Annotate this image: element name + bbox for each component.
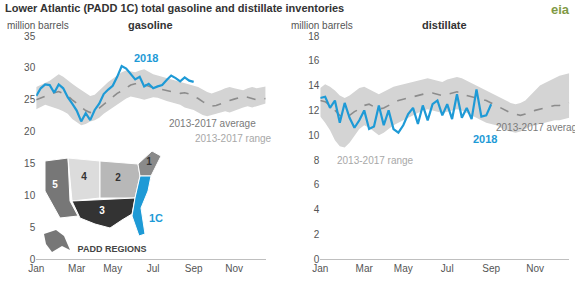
svg-text:2: 2 [115, 172, 121, 183]
svg-text:10: 10 [308, 130, 320, 141]
svg-text:25: 25 [24, 94, 36, 105]
svg-text:30: 30 [24, 62, 36, 73]
svg-text:4: 4 [314, 204, 320, 215]
svg-text:35: 35 [24, 31, 36, 42]
svg-text:PADD REGIONS: PADD REGIONS [78, 244, 147, 254]
svg-text:2013-2017 average: 2013-2017 average [169, 118, 256, 129]
svg-text:gasoline: gasoline [128, 19, 173, 31]
svg-text:distillate: distillate [422, 19, 467, 31]
svg-text:1: 1 [146, 156, 152, 167]
svg-text:2013-2017 average: 2013-2017 average [496, 122, 575, 133]
svg-text:May: May [103, 263, 122, 274]
svg-text:12: 12 [308, 105, 320, 116]
svg-text:15: 15 [24, 158, 36, 169]
svg-text:5: 5 [52, 179, 58, 190]
svg-text:14: 14 [308, 80, 320, 91]
svg-text:Mar: Mar [68, 263, 86, 274]
svg-text:May: May [394, 263, 413, 274]
svg-text:6: 6 [314, 179, 320, 190]
svg-text:18: 18 [308, 31, 320, 42]
svg-text:1C: 1C [149, 212, 163, 224]
svg-text:million barrels: million barrels [291, 20, 353, 31]
svg-text:Jan: Jan [28, 263, 44, 274]
svg-text:5: 5 [30, 222, 36, 233]
svg-text:20: 20 [24, 126, 36, 137]
svg-text:2018: 2018 [134, 52, 158, 64]
svg-text:Sep: Sep [185, 263, 203, 274]
svg-text:Jul: Jul [441, 263, 454, 274]
svg-text:2013-2017 range: 2013-2017 range [195, 133, 272, 144]
svg-text:0: 0 [314, 254, 320, 265]
svg-text:Mar: Mar [356, 263, 374, 274]
svg-text:2: 2 [314, 229, 320, 240]
svg-text:Sep: Sep [482, 263, 500, 274]
svg-text:Jul: Jul [147, 263, 160, 274]
svg-text:Nov: Nov [526, 263, 544, 274]
svg-text:Nov: Nov [225, 263, 243, 274]
svg-text:2013-2017 range: 2013-2017 range [337, 155, 414, 166]
svg-text:Lower Atlantic (PADD 1C) total: Lower Atlantic (PADD 1C) total gasoline … [5, 2, 344, 14]
svg-text:4: 4 [81, 171, 87, 182]
svg-text:10: 10 [24, 190, 36, 201]
svg-text:million barrels: million barrels [7, 20, 69, 31]
svg-text:Jan: Jan [312, 263, 328, 274]
svg-text:2018: 2018 [473, 133, 497, 145]
svg-text:16: 16 [308, 55, 320, 66]
svg-text:3: 3 [99, 205, 105, 216]
svg-text:eia: eia [551, 2, 570, 17]
svg-text:8: 8 [314, 155, 320, 166]
svg-text:0: 0 [30, 254, 36, 265]
